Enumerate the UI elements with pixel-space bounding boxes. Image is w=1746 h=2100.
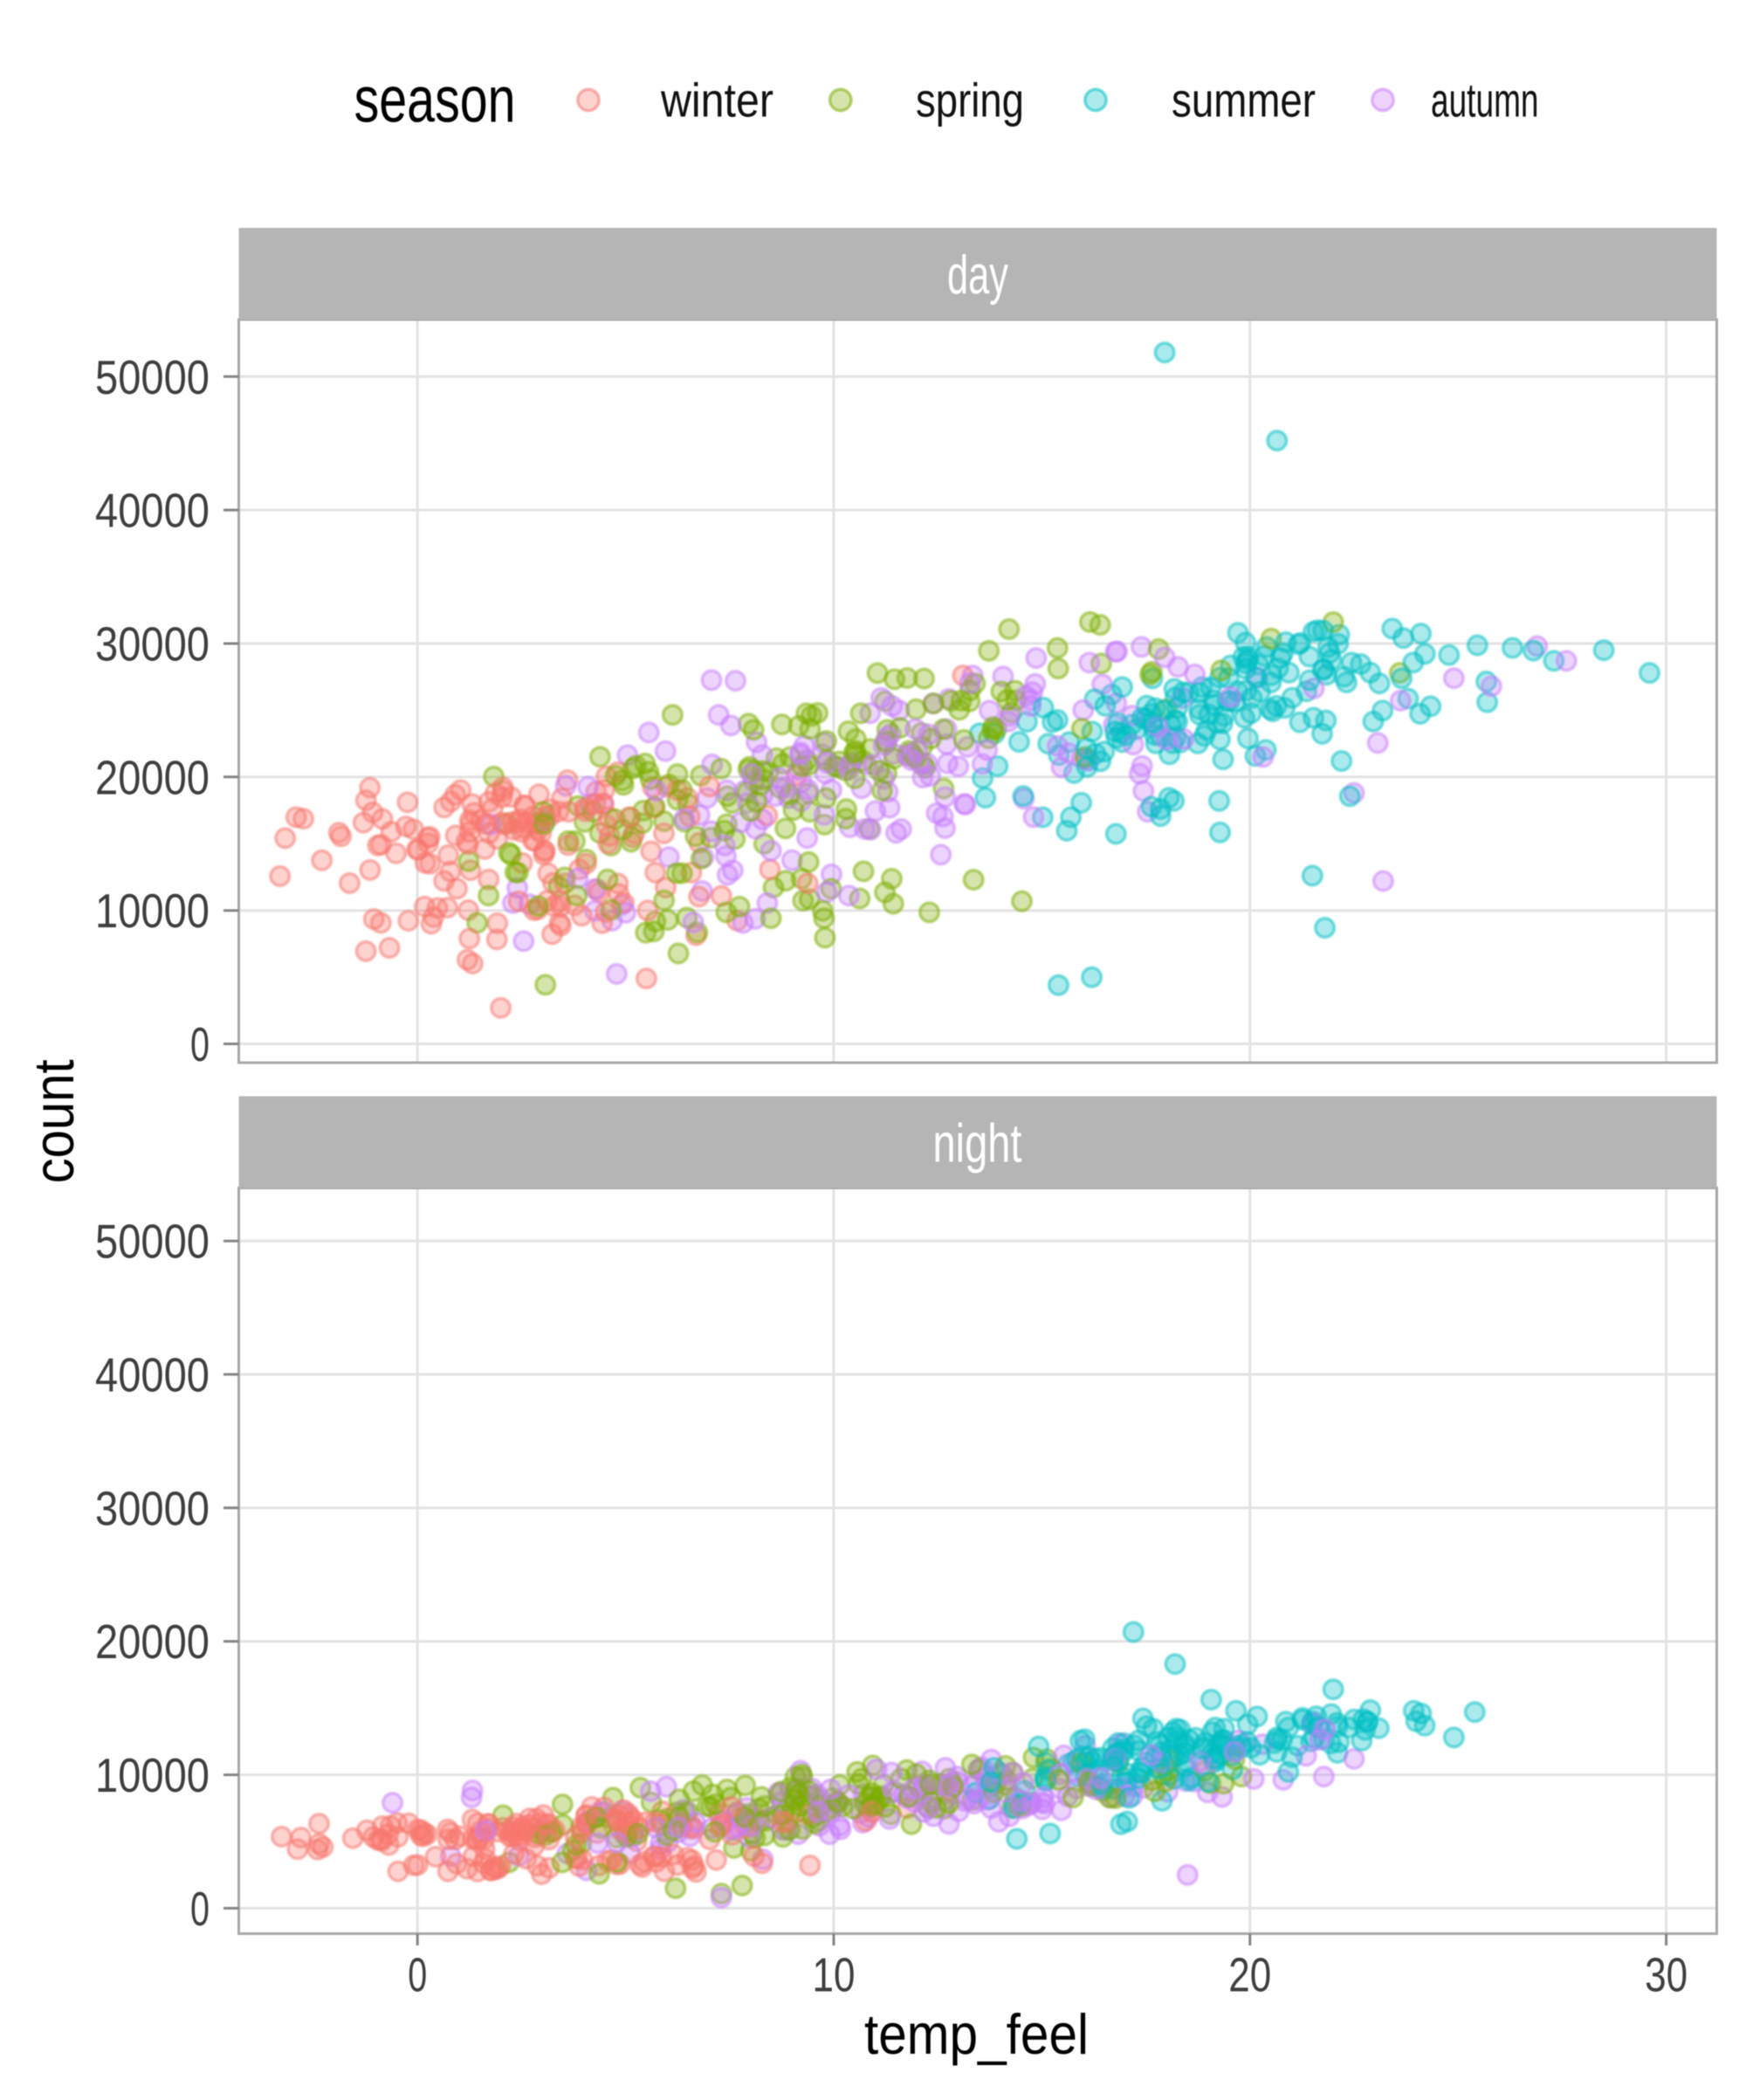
svg-text:0: 0 <box>190 1017 210 1071</box>
svg-text:10000: 10000 <box>95 884 210 938</box>
svg-text:50000: 50000 <box>95 350 210 404</box>
svg-text:10000: 10000 <box>95 1748 210 1802</box>
svg-text:season: season <box>354 63 516 135</box>
svg-text:30: 30 <box>1645 1948 1688 2002</box>
svg-text:20000: 20000 <box>95 750 210 804</box>
svg-text:40000: 40000 <box>95 484 210 538</box>
svg-text:winter: winter <box>660 73 773 127</box>
svg-text:30000: 30000 <box>95 1481 210 1535</box>
svg-text:20: 20 <box>1228 1948 1271 2002</box>
svg-text:temp_feel: temp_feel <box>864 2002 1089 2066</box>
svg-text:day: day <box>947 245 1008 306</box>
svg-text:autumn: autumn <box>1431 73 1539 127</box>
svg-text:summer: summer <box>1172 73 1316 127</box>
svg-text:count: count <box>22 1059 86 1183</box>
svg-text:spring: spring <box>916 73 1024 127</box>
svg-text:50000: 50000 <box>95 1215 210 1269</box>
svg-text:10: 10 <box>813 1948 856 2002</box>
svg-text:night: night <box>933 1114 1022 1174</box>
svg-text:20000: 20000 <box>95 1615 210 1669</box>
svg-text:0: 0 <box>408 1948 427 2002</box>
svg-text:40000: 40000 <box>95 1348 210 1402</box>
svg-text:30000: 30000 <box>95 616 210 671</box>
svg-text:0: 0 <box>190 1882 210 1936</box>
